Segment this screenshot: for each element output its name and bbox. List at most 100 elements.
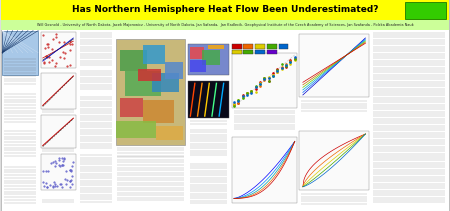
Point [239, 94, 246, 97]
Point [61, 51, 68, 54]
Point [58, 163, 65, 167]
Bar [255, 50, 265, 54]
Bar [267, 44, 277, 49]
Point [66, 49, 73, 52]
Point [256, 81, 264, 84]
Point [46, 183, 54, 186]
Point [45, 61, 52, 64]
Point [230, 102, 238, 106]
Point [265, 80, 272, 83]
Bar [243, 44, 253, 49]
Point [252, 84, 259, 88]
Point [278, 65, 285, 69]
Point [57, 182, 64, 186]
Bar [143, 45, 165, 64]
Point [62, 182, 69, 186]
Point [270, 73, 277, 77]
Point [287, 59, 294, 62]
Point [265, 80, 272, 83]
Point [248, 90, 255, 93]
Bar [138, 69, 161, 81]
Bar [232, 137, 297, 203]
Point [287, 60, 294, 64]
Bar [190, 47, 204, 59]
Point [230, 102, 238, 105]
Bar [232, 44, 242, 49]
Point [256, 81, 264, 84]
Bar [1, 20, 449, 30]
Point [274, 70, 281, 73]
Point [239, 95, 246, 98]
Point [59, 163, 67, 166]
Point [252, 85, 259, 89]
Point [230, 103, 238, 107]
Point [261, 76, 268, 80]
Point [261, 76, 268, 79]
Point [291, 57, 298, 61]
Point [59, 160, 67, 163]
Point [252, 90, 259, 93]
Bar [125, 71, 161, 96]
Point [270, 74, 277, 77]
Point [60, 156, 68, 160]
Point [252, 87, 259, 91]
Point [68, 164, 75, 168]
Bar [405, 2, 446, 19]
Point [278, 62, 285, 66]
Point [283, 64, 290, 67]
Point [283, 62, 290, 66]
Point [278, 67, 285, 70]
Bar [202, 50, 220, 65]
Point [60, 40, 68, 44]
Point [66, 42, 73, 45]
Point [42, 181, 50, 184]
Point [287, 60, 294, 64]
Point [44, 170, 51, 173]
Point [230, 100, 238, 103]
Point [235, 99, 242, 102]
Point [235, 101, 242, 104]
Point [60, 158, 68, 161]
Point [248, 89, 255, 93]
Text: Will Gosnold - University of North Dakota, Jacek Majorowicz - University of Nort: Will Gosnold - University of North Dakot… [36, 23, 414, 27]
Point [39, 34, 46, 37]
Bar [156, 126, 183, 140]
Point [69, 43, 76, 46]
Point [49, 58, 56, 61]
Point [252, 85, 259, 88]
Point [265, 76, 272, 80]
Bar [40, 154, 76, 190]
Point [52, 185, 59, 188]
Point [265, 77, 272, 80]
Point [57, 164, 64, 168]
Bar [152, 73, 179, 92]
Point [67, 179, 74, 182]
Bar [40, 73, 76, 109]
Point [39, 169, 46, 172]
Point [278, 66, 285, 69]
Bar [40, 115, 76, 148]
Bar [255, 44, 265, 49]
Point [243, 92, 251, 95]
Point [58, 163, 65, 167]
Point [235, 102, 242, 105]
Point [274, 68, 281, 72]
Point [270, 73, 277, 77]
Point [68, 169, 75, 173]
Point [278, 66, 285, 70]
Point [50, 180, 57, 183]
Point [287, 62, 294, 65]
Point [70, 160, 77, 164]
Point [243, 91, 251, 95]
Point [50, 38, 57, 41]
Point [55, 158, 62, 161]
Point [235, 98, 242, 101]
Bar [243, 50, 253, 54]
Text: Has Northern Hemisphere Heat Flow Been Underestimated?: Has Northern Hemisphere Heat Flow Been U… [72, 5, 378, 14]
Point [67, 63, 74, 66]
Bar [116, 39, 185, 145]
Point [45, 56, 53, 59]
Point [69, 174, 76, 178]
Point [291, 58, 298, 61]
Point [68, 182, 76, 185]
